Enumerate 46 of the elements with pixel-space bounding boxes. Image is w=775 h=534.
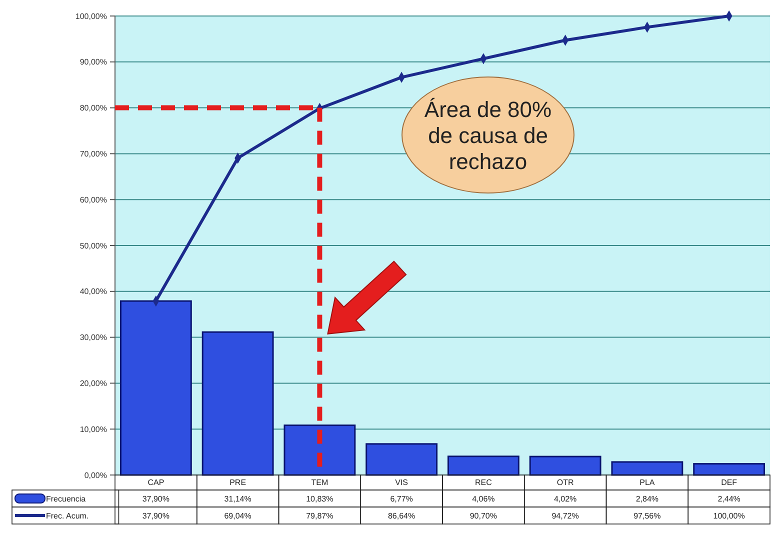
data-label: 69,04%: [224, 511, 252, 520]
x-tick-label: DEF: [721, 478, 738, 487]
data-label: 90,70%: [470, 511, 498, 520]
bar: [447, 456, 520, 476]
data-label: 86,64%: [388, 511, 416, 520]
bar: [611, 461, 684, 476]
x-tick-label: PLA: [640, 478, 656, 487]
y-tick-label: 80,00%: [80, 104, 107, 113]
x-tick-label: OTR: [556, 478, 574, 487]
x-tick-label: VIS: [395, 478, 408, 487]
data-label: 79,87%: [306, 511, 334, 520]
y-tick-label: 100,00%: [75, 12, 107, 21]
bar: [693, 463, 766, 476]
legend-label: Frecuencia: [46, 494, 86, 504]
x-tick-label: TEM: [311, 478, 328, 487]
annotation: Área de 80% de causa de rechazo: [424, 97, 552, 174]
x-tick-label: CAP: [148, 478, 164, 487]
data-label: 100,00%: [713, 511, 745, 520]
data-label: 4,02%: [554, 494, 577, 504]
y-tick-label: 10,00%: [80, 424, 107, 434]
y-tick-label: 50,00%: [80, 241, 107, 250]
bar: [202, 331, 274, 476]
bar: [529, 456, 602, 476]
bar: [366, 443, 438, 476]
x-tick-label: PRE: [230, 478, 246, 487]
data-label: 6,77%: [390, 494, 413, 504]
y-tick-label: 90,00%: [80, 58, 107, 67]
bar: [284, 424, 356, 476]
data-label: 4,06%: [472, 494, 495, 504]
data-label: 31,14%: [224, 494, 252, 504]
y-tick-label: 60,00%: [80, 195, 107, 204]
data-label: 10,83%: [306, 494, 334, 504]
y-tick-label: 20,00%: [80, 379, 107, 388]
x-tick-label: REC: [474, 478, 492, 487]
data-label: 37,90%: [142, 494, 170, 504]
y-tick-label: 0,00%: [84, 470, 107, 480]
data-label: 97,56%: [634, 511, 661, 520]
y-tick-label: 70,00%: [80, 150, 107, 158]
y-tick-label: 40,00%: [80, 287, 107, 296]
data-label: 2,44%: [718, 494, 740, 504]
legend-label: Frec. Acum.: [46, 511, 89, 520]
y-tick-label: 30,00%: [80, 333, 107, 342]
data-label: 2,84%: [636, 494, 659, 504]
bar: [120, 300, 192, 476]
data-label: 37,90%: [142, 511, 170, 520]
data-label: 94,72%: [552, 511, 579, 520]
